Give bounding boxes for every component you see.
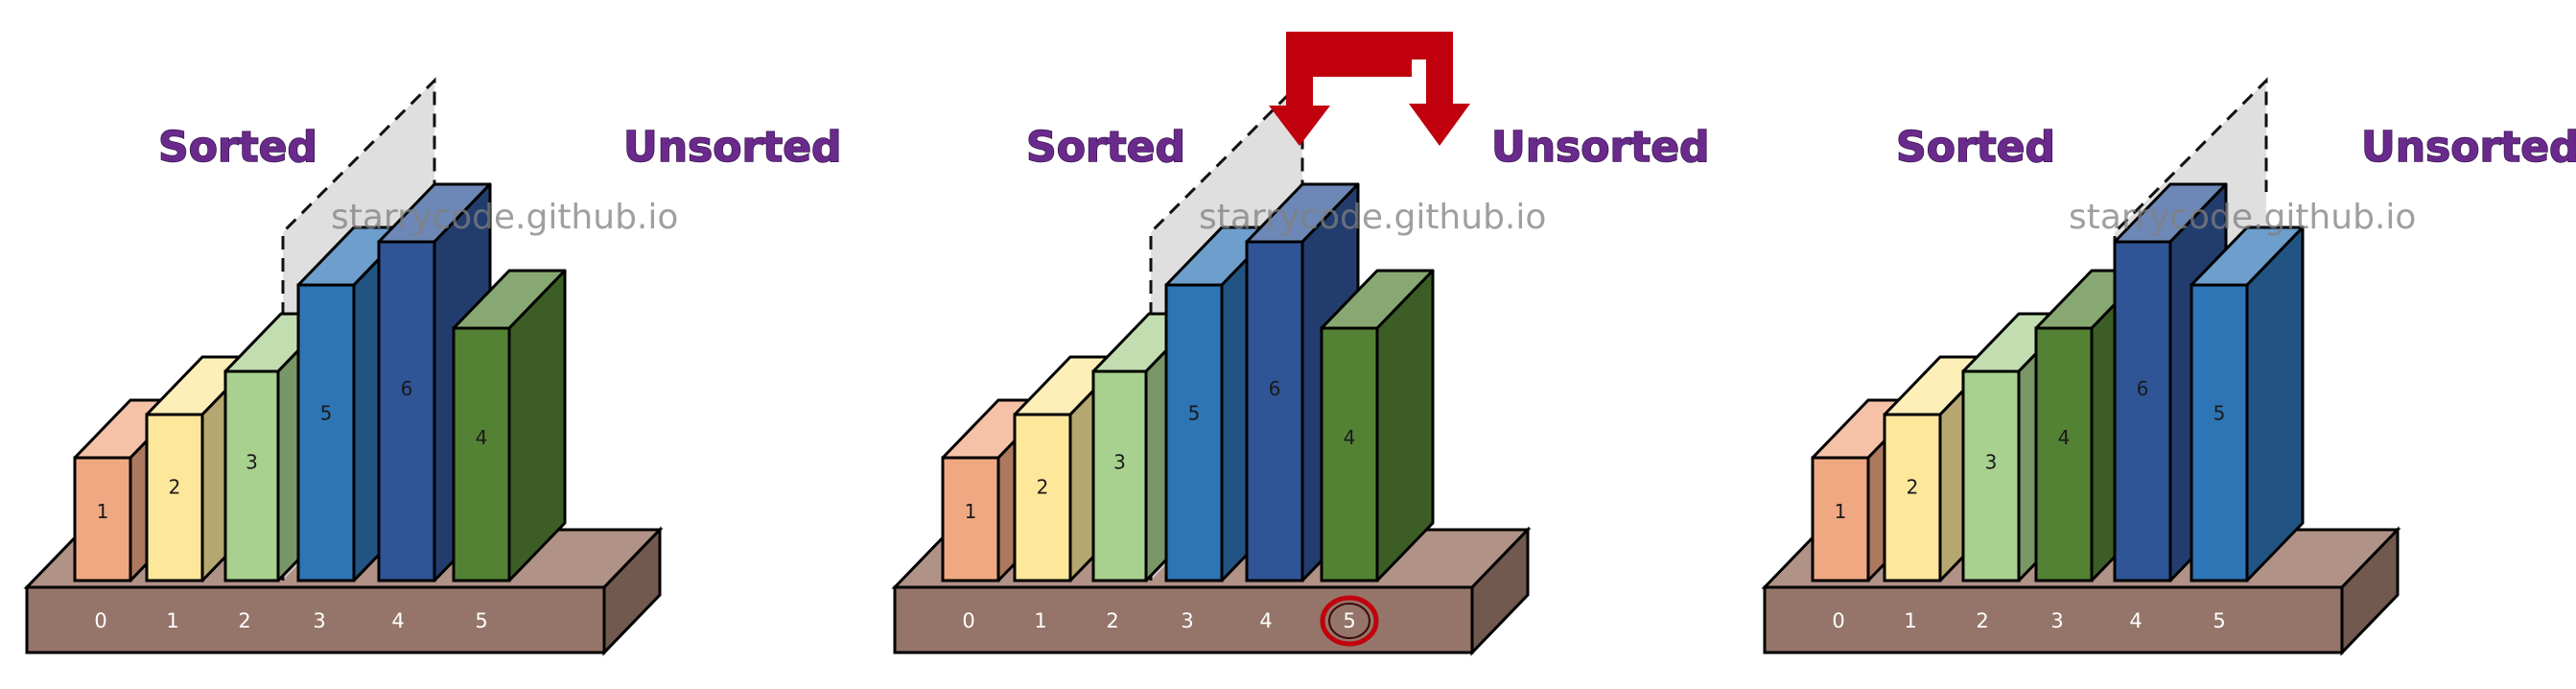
book-label: 4	[476, 426, 488, 449]
book-label: 2	[169, 475, 181, 498]
slot-index-label: 0	[962, 609, 974, 632]
book-5: 5	[2190, 226, 2305, 582]
slot-index-label: 1	[166, 609, 178, 632]
sorted-label: Sorted	[158, 123, 317, 172]
book-label: 1	[965, 500, 977, 523]
panel-3: 0 1 2 3 4 5 1 2 3 4 6 5 Sorted Unsorted starrycode.git…	[1761, 77, 2576, 656]
slot-index-label: 5	[2213, 609, 2225, 632]
slot-index-label: 2	[1106, 609, 1118, 632]
book-label: 6	[401, 377, 413, 400]
book-label: 5	[2213, 401, 2226, 424]
move-arrow	[1269, 32, 1470, 146]
slot-index-label: 1	[1904, 609, 1916, 632]
unsorted-label: Unsorted	[2361, 123, 2576, 172]
sorted-label: Sorted	[1896, 123, 2055, 172]
book-label: 4	[1344, 426, 1356, 449]
highlight-circle-inner	[1328, 603, 1370, 639]
slot-index-label: 0	[94, 609, 106, 632]
panel-1: 0 1 2 3 4 5 1 2 3 5 6 4 Sorted Unsorted starrycode.git…	[23, 77, 842, 656]
watermark: starrycode.github.io	[1199, 198, 1546, 237]
highlight-circle	[1320, 595, 1379, 647]
sorted-label: Sorted	[1026, 123, 1185, 172]
watermark: starrycode.github.io	[2069, 198, 2416, 237]
slot-index-label: 3	[2050, 609, 2063, 632]
book-label: 1	[1835, 500, 1847, 523]
unsorted-label: Unsorted	[623, 123, 842, 172]
slot-index-label: 5	[1343, 609, 1355, 632]
book-label: 5	[1188, 401, 1201, 424]
book-label: 3	[1985, 451, 1998, 474]
book-label: 3	[246, 451, 258, 474]
book-label: 6	[2137, 377, 2149, 400]
slot-index-label: 4	[391, 609, 404, 632]
book-label: 2	[1907, 475, 1919, 498]
slot-index-label: 1	[1034, 609, 1046, 632]
book-label: 4	[2058, 426, 2071, 449]
watermark: starrycode.github.io	[331, 198, 678, 237]
slot-index-label: 0	[1832, 609, 1844, 632]
book-4: 4	[452, 269, 567, 582]
book-label: 1	[97, 500, 109, 523]
book-label: 6	[1269, 377, 1281, 400]
slot-index-label: 4	[1259, 609, 1272, 632]
slot-index-label: 4	[2129, 609, 2142, 632]
slot-index-label: 3	[1181, 609, 1193, 632]
slot-index-label: 5	[475, 609, 487, 632]
book-label: 2	[1037, 475, 1049, 498]
panel-2: 0 1 2 3 4 5 1 2 3 5 6 4 Sorted Unsorted starrycode.git…	[891, 77, 1710, 656]
book-label: 3	[1113, 451, 1126, 474]
book-label: 5	[320, 401, 333, 424]
slot-index-label: 2	[1976, 609, 1988, 632]
unsorted-label: Unsorted	[1491, 123, 1710, 172]
slot-index-label: 2	[238, 609, 250, 632]
book-4: 4	[1320, 269, 1435, 582]
slot-index-label: 3	[313, 609, 325, 632]
